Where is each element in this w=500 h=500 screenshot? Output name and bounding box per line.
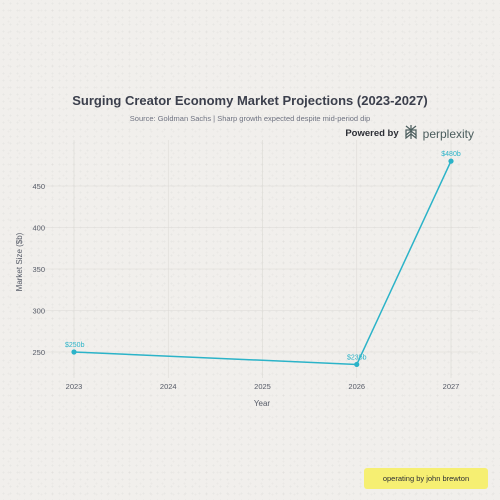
- x-tick-label: 2025: [254, 382, 271, 391]
- x-tick-label: 2023: [66, 382, 83, 391]
- data-label: $480b: [441, 151, 461, 158]
- y-tick-labels: 250 300 350 400 450: [32, 182, 45, 357]
- y-tick-label: 350: [32, 265, 45, 274]
- chart-title: Surging Creator Economy Market Projectio…: [72, 93, 428, 108]
- data-label: $250b: [65, 342, 85, 349]
- x-tick-label: 2024: [160, 382, 177, 391]
- x-axis-label: Year: [254, 399, 271, 408]
- data-point: [71, 349, 77, 355]
- data-points: [71, 158, 454, 368]
- perplexity-logo-icon: [403, 124, 419, 143]
- operating-by-label: operating by john brewton: [382, 474, 470, 483]
- data-label: $235b: [347, 354, 367, 361]
- x-tick-label: 2027: [443, 382, 460, 391]
- x-tick-labels: 2023 2024 2025 2026 2027: [66, 382, 460, 391]
- y-tick-label: 300: [32, 307, 45, 316]
- y-tick-label: 450: [32, 182, 45, 191]
- y-tick-label: 400: [32, 224, 45, 233]
- perplexity-brand-name: perplexity: [422, 126, 474, 141]
- chart-subtitle: Source: Goldman Sachs | Sharp growth exp…: [129, 114, 371, 123]
- operating-by-badge[interactable]: operating by john brewton: [364, 468, 488, 489]
- chart-grid: [40, 140, 478, 378]
- data-point: [448, 158, 454, 164]
- data-labels: $250b $235b $480b: [65, 151, 461, 361]
- x-tick-label: 2026: [348, 382, 365, 391]
- y-axis-label: Market Size ($b): [15, 232, 24, 291]
- powered-by-badge[interactable]: Powered by perplexity: [345, 124, 474, 143]
- data-point: [354, 361, 360, 368]
- powered-by-label: Powered by: [345, 128, 399, 139]
- y-tick-label: 250: [32, 348, 45, 357]
